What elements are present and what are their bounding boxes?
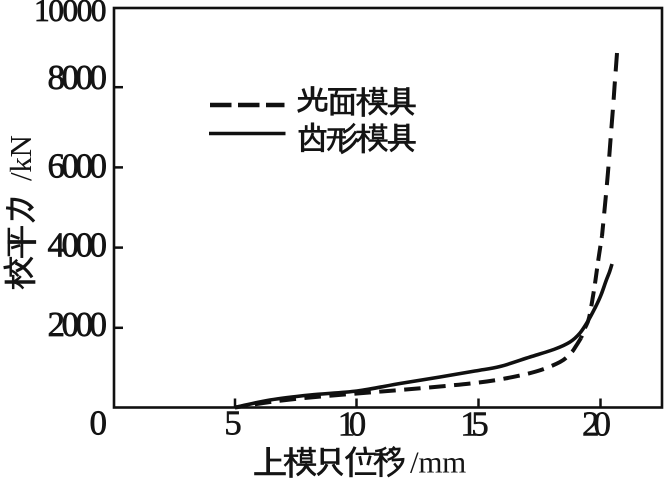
svg-text:/mm: /mm — [410, 445, 466, 480]
svg-text:4000: 4000 — [48, 226, 108, 265]
svg-text:5: 5 — [224, 404, 242, 443]
svg-text:0: 0 — [90, 404, 108, 443]
svg-text:10: 10 — [338, 405, 367, 444]
svg-text:8000: 8000 — [48, 58, 108, 97]
svg-text:/kN: /kN — [3, 135, 38, 181]
svg-text:2000: 2000 — [48, 305, 108, 344]
svg-text:20: 20 — [582, 405, 611, 444]
svg-text:10000: 10000 — [34, 0, 107, 28]
svg-text:15: 15 — [460, 405, 489, 444]
svg-text:6000: 6000 — [48, 147, 108, 186]
